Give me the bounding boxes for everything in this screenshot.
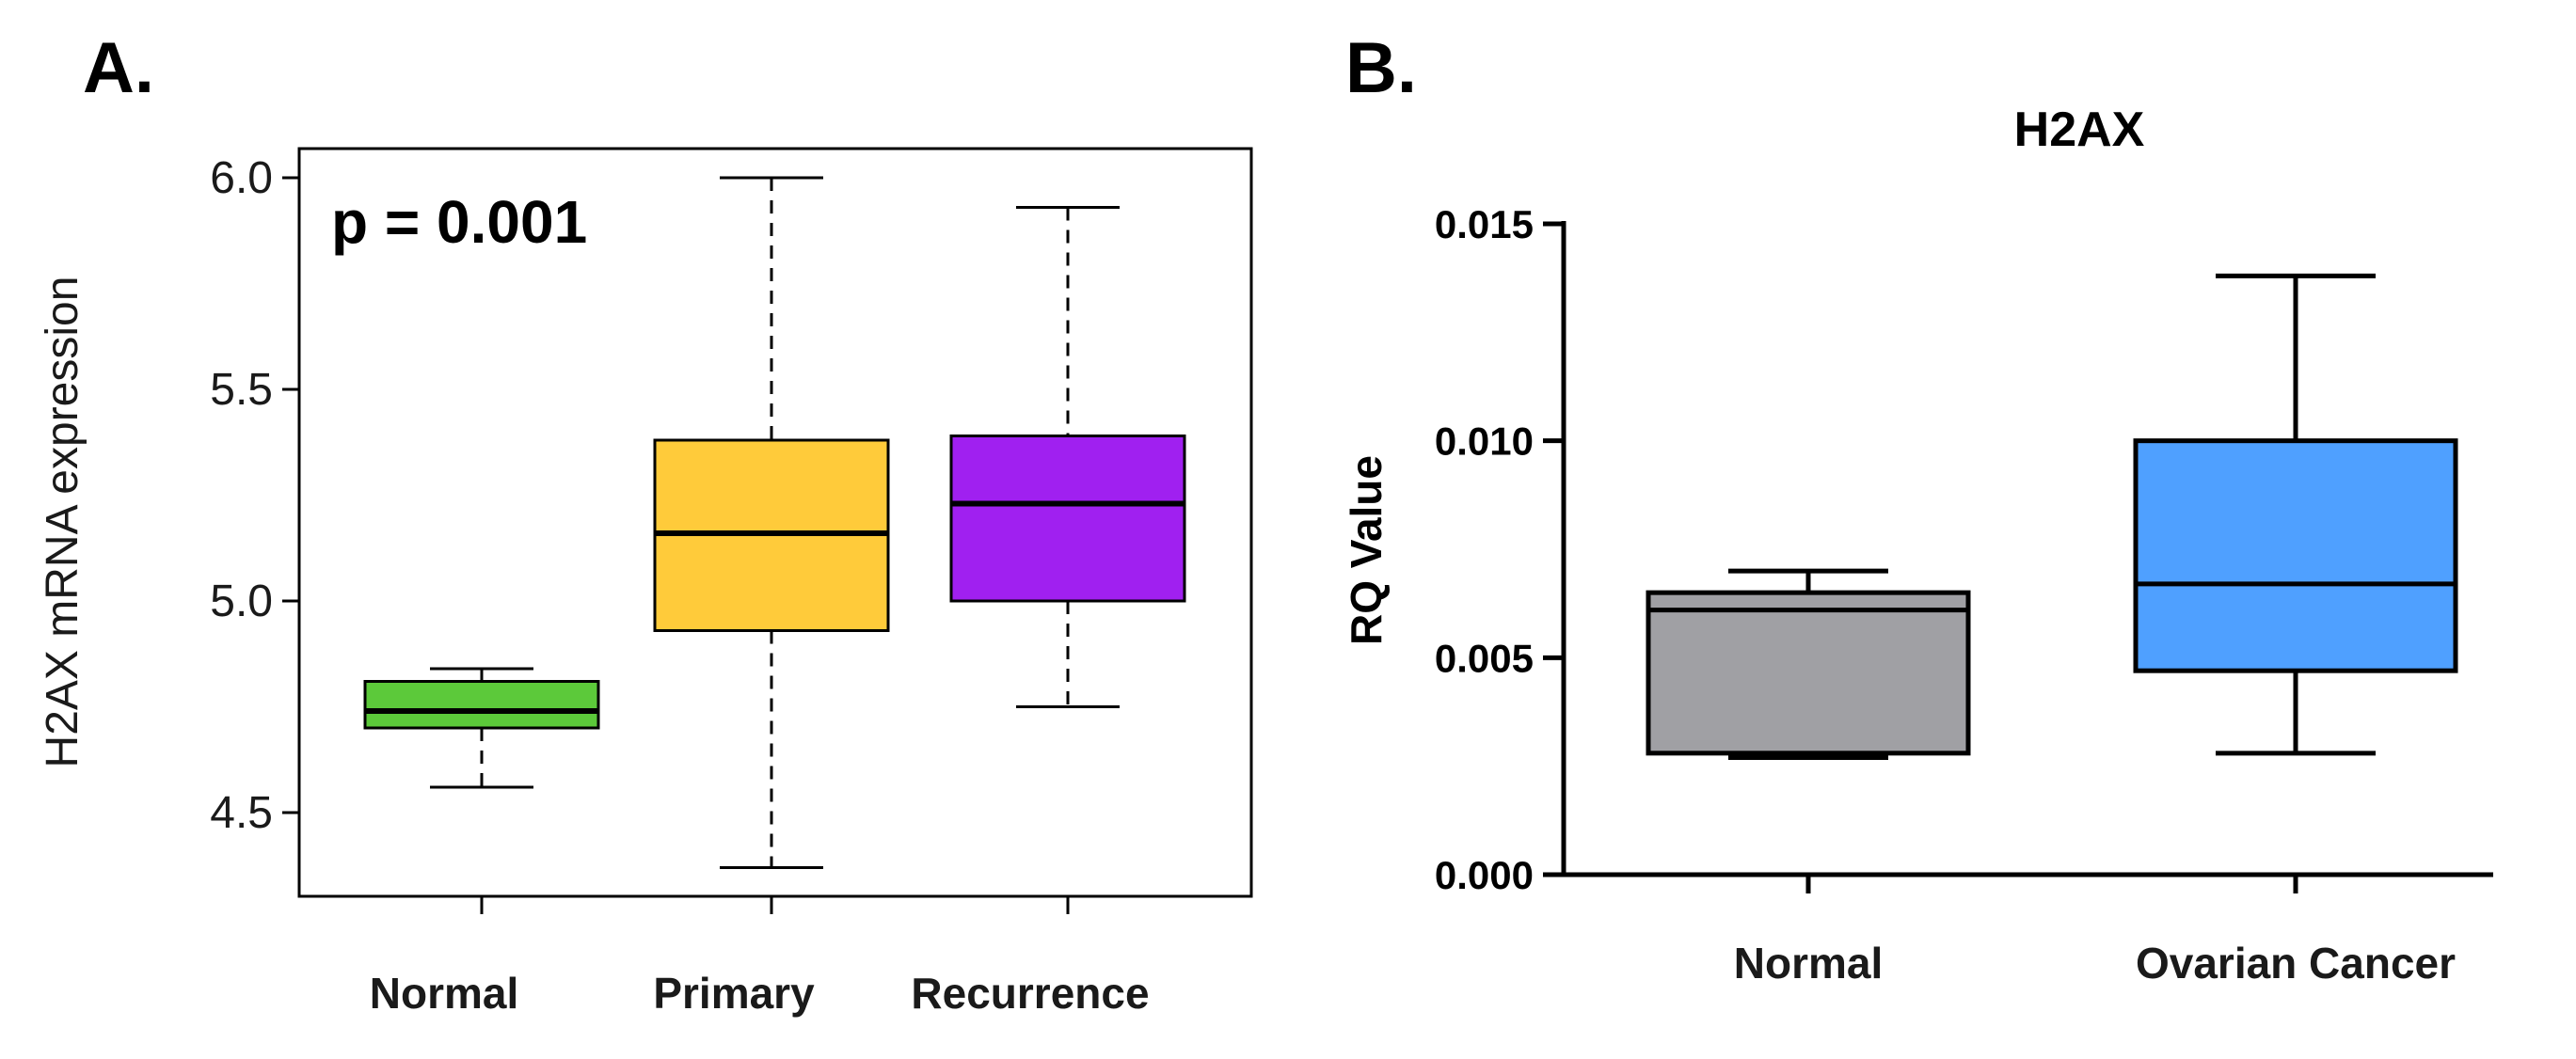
panel-a-letter: A. xyxy=(83,28,154,108)
iqr-box xyxy=(949,435,1186,603)
panel-a-box-primary xyxy=(653,176,890,869)
panel-a-y-tick-label: 5.0 xyxy=(210,577,273,626)
panel-b-boxplot: H2AX RQ Value 0.000 0.005 0.010 0.015 Norma… xyxy=(1342,103,2493,988)
panel-b-y-tick-label: 0.000 xyxy=(1435,853,1534,897)
panel-a-y-tick-label: 6.0 xyxy=(210,153,273,203)
panel-a-y-tick-label: 5.5 xyxy=(210,365,273,415)
panel-b-y-tick-label: 0.015 xyxy=(1435,202,1534,246)
panel-b-letter: B. xyxy=(1345,28,1417,108)
iqr-box xyxy=(363,680,600,730)
panel-a-category-label-primary: Primary xyxy=(653,969,815,1018)
panel-b-box-normal xyxy=(1646,568,1971,760)
panel-b-y-axis-label: RQ Value xyxy=(1342,455,1391,645)
panel-b-category-label-normal: Normal xyxy=(1734,939,1883,988)
panel-a-box-normal xyxy=(363,667,600,789)
iqr-box xyxy=(1646,590,1971,756)
panel-a-box-recurrence xyxy=(949,206,1186,708)
panel-a-y-tick-label: 4.5 xyxy=(210,788,273,838)
panel-a-category-label-recurrence: Recurrence xyxy=(911,969,1149,1018)
panel-a-y-axis-label: H2AX mRNA expression xyxy=(38,277,87,768)
panel-a-plot-frame xyxy=(297,147,1253,898)
panel-b-y-tick-label: 0.010 xyxy=(1435,419,1534,464)
panel-b-box-ovarian-cancer xyxy=(2133,273,2458,756)
p-value-annotation: p = 0.001 xyxy=(331,188,587,256)
panel-b-y-tick-label: 0.005 xyxy=(1435,636,1534,680)
panel-b-category-label-ovarian-cancer: Ovarian Cancer xyxy=(2136,939,2456,988)
panel-b-title: H2AX xyxy=(2014,103,2145,157)
panel-a-category-label-normal: Normal xyxy=(370,969,518,1018)
iqr-box xyxy=(2133,438,2458,673)
panel-a-boxplot: H2AX mRNA expression p = 0.001 4.5 5.0 5.5… xyxy=(38,147,1253,1018)
